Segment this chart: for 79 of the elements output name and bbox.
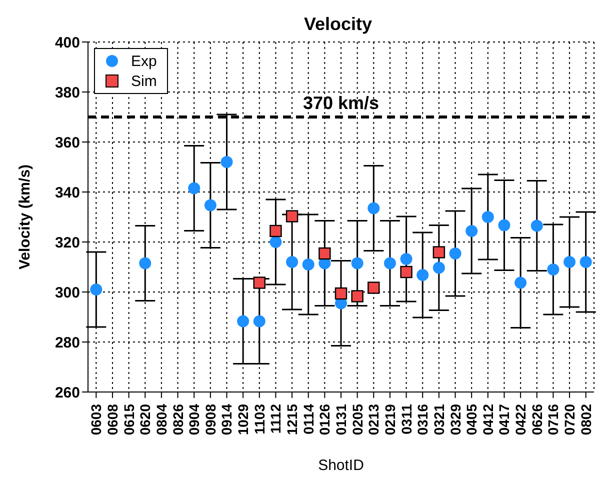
y-tick-label: 340 (54, 184, 80, 202)
point (432, 262, 445, 274)
x-tick-label: 0720 (562, 404, 578, 436)
y-tick-label: 400 (54, 34, 80, 52)
point (90, 284, 102, 296)
y-tick-label: 380 (54, 84, 80, 102)
x-tick-label: 0904 (186, 404, 202, 436)
x-tick-label: 0316 (414, 404, 431, 436)
x-tick-label: 0716 (545, 404, 562, 436)
point (188, 182, 200, 194)
point (351, 257, 364, 270)
point (139, 257, 152, 270)
x-tick-label: 0417 (496, 404, 512, 436)
legend-label: Exp (131, 52, 157, 70)
point (318, 247, 331, 260)
point (368, 282, 380, 294)
y-tick-label: 280 (54, 334, 80, 352)
point (253, 315, 266, 328)
point (270, 236, 282, 248)
x-tick-label: 1103 (251, 404, 268, 434)
point (270, 224, 282, 238)
point (514, 276, 527, 289)
point (204, 199, 216, 212)
x-tick-label: 0205 (349, 404, 366, 436)
y-axis-title: Velocity (km/s) (16, 164, 34, 270)
x-tick-label: 0615 (120, 404, 137, 436)
point (432, 246, 446, 258)
point (253, 276, 266, 289)
point (449, 248, 462, 260)
chart-title: Velocity (304, 14, 372, 34)
x-tick-label: 0826 (170, 404, 186, 436)
x-tick-label: 0908 (202, 404, 218, 436)
point (466, 225, 478, 237)
x-tick-label: 0321 (430, 404, 447, 436)
point (302, 258, 314, 270)
point (368, 202, 380, 214)
point (351, 290, 364, 302)
point (384, 257, 396, 270)
x-tick-label: 0603 (88, 404, 104, 436)
x-tick-label: 0213 (366, 404, 382, 436)
point (482, 211, 494, 223)
x-tick-label: 0329 (447, 404, 464, 436)
x-tick-label: 0126 (316, 404, 333, 436)
x-axis-title: ShotID (318, 457, 364, 474)
x-tick-label: 0626 (528, 404, 545, 436)
x-tick-label: 1215 (284, 404, 300, 436)
ref-line-label: 370 km/s (302, 93, 380, 113)
y-tick-label: 260 (54, 384, 80, 402)
x-tick-label: 0620 (137, 404, 154, 436)
point (564, 256, 576, 268)
x-tick-label: 0802 (578, 404, 594, 436)
x-tick-label: 0311 (398, 404, 414, 434)
y-tick-label: 360 (54, 134, 80, 152)
x-tick-label: 1029 (235, 404, 252, 436)
point (580, 256, 592, 268)
legend-label: Sim (131, 72, 157, 90)
point (334, 287, 348, 300)
x-tick-label: 0914 (218, 404, 235, 436)
x-tick-label: 0219 (382, 404, 398, 436)
point (237, 315, 250, 328)
point (400, 253, 412, 265)
point (547, 264, 560, 276)
point (400, 266, 412, 278)
x-tick-label: 0804 (153, 404, 170, 436)
x-tick-label: 0422 (512, 404, 529, 436)
x-tick-label: 0114 (300, 404, 316, 434)
x-tick-label: 0412 (480, 404, 496, 436)
y-tick-label: 300 (54, 284, 80, 302)
point (416, 269, 429, 281)
point (220, 156, 233, 168)
x-tick-label: 1112 (268, 404, 284, 434)
point (286, 256, 298, 268)
point (286, 210, 298, 222)
y-tick-label: 320 (54, 234, 80, 252)
x-tick-label: 0608 (104, 404, 120, 436)
point (498, 219, 510, 232)
x-tick-label: 0131 (333, 404, 349, 436)
point (530, 220, 543, 232)
x-tick-label: 0405 (464, 404, 480, 436)
